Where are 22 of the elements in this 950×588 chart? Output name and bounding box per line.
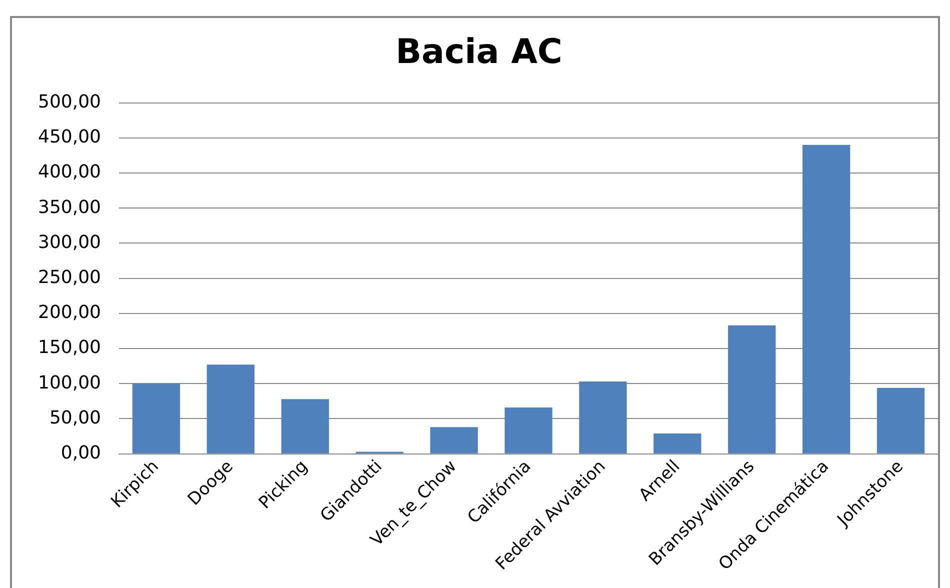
y-tick-label: 450,00: [38, 126, 101, 148]
y-tick-label: 250,00: [38, 266, 101, 288]
bar: [430, 427, 478, 454]
y-tick-label: 200,00: [38, 302, 101, 324]
bar: [654, 433, 702, 454]
bar: [132, 384, 180, 454]
y-tick-label: 500,00: [38, 91, 101, 112]
bar: [206, 364, 254, 454]
y-tick-label: 100,00: [38, 372, 101, 394]
y-tick-label: 350,00: [38, 196, 101, 218]
bar: [579, 382, 627, 454]
bar: [281, 399, 329, 454]
y-tick-label: 0,00: [60, 442, 101, 464]
bar: [728, 325, 776, 454]
chart-title: Bacia AC: [396, 32, 562, 72]
bar: [504, 407, 552, 454]
y-tick-label: 50,00: [49, 407, 101, 428]
bar: [876, 388, 925, 454]
bar: [802, 144, 850, 454]
y-tick-label: 400,00: [38, 162, 101, 183]
y-tick-label: 150,00: [38, 337, 101, 358]
y-tick-label: 300,00: [38, 232, 101, 253]
